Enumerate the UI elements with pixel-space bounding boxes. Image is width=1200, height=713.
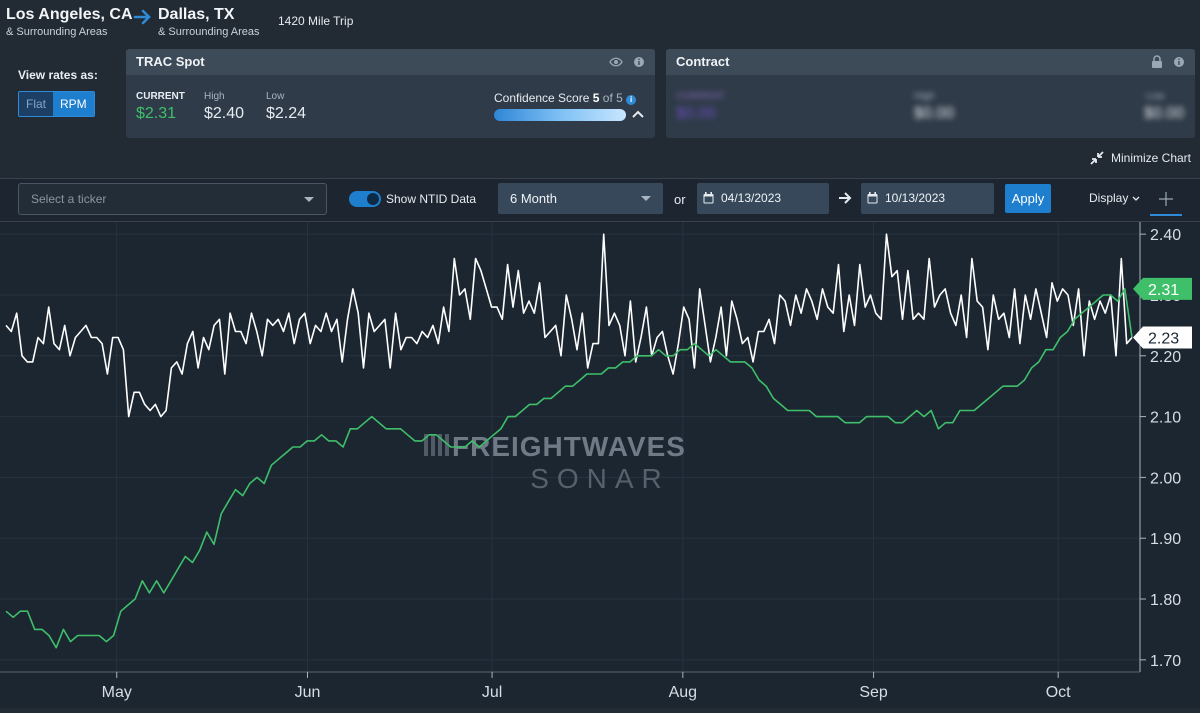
contract-current-value: $0.00: [676, 105, 717, 122]
end-date-value: 10/13/2023: [885, 191, 946, 205]
contract-title: Contract: [676, 54, 730, 69]
y-tick-label: 1.70: [1150, 653, 1181, 670]
y-tick-label: 2.10: [1150, 410, 1181, 427]
crosshair-icon: [1159, 192, 1173, 206]
contract-info-icon[interactable]: [1173, 49, 1185, 85]
end-date-input[interactable]: 10/13/2023: [861, 183, 994, 214]
y-tick-label: 2.00: [1150, 470, 1181, 487]
destination-city: Dallas, TX: [158, 6, 235, 23]
eye-icon[interactable]: [609, 49, 623, 85]
contract-current-label: CURRENT: [676, 91, 725, 102]
origin-subtitle: & Surrounding Areas: [6, 26, 108, 38]
period-chevron-icon: [641, 196, 651, 201]
chart-panel: FREIGHTWAVES SONAR 2.402.302.202.102.001…: [0, 222, 1200, 708]
rate-mode-toggle: Flat RPM: [18, 91, 95, 117]
info-icon[interactable]: [633, 49, 645, 85]
route-arrow-icon: [132, 6, 154, 34]
confidence-bar: [494, 109, 626, 121]
x-tick-label: Jun: [295, 684, 321, 701]
display-label: Display: [1089, 191, 1129, 205]
current-value: $2.31: [136, 105, 177, 122]
show-ntid-label: Show NTID Data: [386, 192, 477, 206]
ticker-select[interactable]: Select a ticker: [18, 183, 327, 215]
flat-option[interactable]: Flat: [19, 92, 54, 116]
apply-button[interactable]: Apply: [1005, 184, 1051, 213]
lock-icon: [1151, 49, 1163, 85]
high-label: High: [204, 91, 225, 102]
origin-city: Los Angeles, CA: [6, 6, 133, 23]
period-value: 6 Month: [510, 191, 557, 206]
minimize-chart-button[interactable]: Minimize Chart: [1089, 150, 1191, 166]
watermark-line1: FREIGHTWAVES: [452, 431, 686, 462]
trac-spot-header: TRAC Spot: [126, 49, 655, 75]
y-tick-label: 1.90: [1150, 531, 1181, 548]
contract-panel: Contract CURRENT $0.00 High $0.00 Low $0…: [666, 49, 1195, 138]
contract-high-value: $0.00: [914, 105, 955, 122]
contract-high-label: High: [914, 91, 935, 102]
rpm-option[interactable]: RPM: [53, 92, 94, 116]
chevron-down-icon: [304, 197, 314, 202]
minimize-arrows-icon: [1090, 151, 1104, 165]
contract-low-label: Low: [1146, 91, 1165, 102]
freightwaves-sonar-watermark: FREIGHTWAVES SONAR: [424, 431, 686, 494]
confidence-info-icon[interactable]: i: [626, 95, 637, 105]
low-value: $2.24: [266, 105, 307, 122]
y-tick-label: 2.40: [1150, 227, 1181, 244]
y-tick-label: 1.80: [1150, 592, 1181, 609]
show-ntid-toggle[interactable]: [349, 191, 381, 207]
spot-rate-line: [5, 233, 1133, 418]
period-select[interactable]: 6 Month: [498, 183, 663, 214]
current-label: CURRENT: [136, 91, 185, 102]
end-calendar-icon: [867, 192, 878, 204]
ticker-placeholder: Select a ticker: [31, 192, 107, 206]
low-label: Low: [266, 91, 285, 102]
confidence-label: Confidence Score: [494, 91, 590, 105]
x-tick-label: Aug: [669, 684, 697, 701]
ntid-line: [5, 288, 1133, 649]
spot-last-value-marker-label: 2.31: [1148, 282, 1179, 299]
contract-header: Contract: [666, 49, 1195, 75]
display-chevron-icon: [1132, 196, 1140, 201]
display-menu[interactable]: Display: [1089, 191, 1140, 205]
crosshair-tool[interactable]: [1150, 184, 1182, 216]
confidence-value: 5: [592, 91, 600, 105]
y-tick-label: 2.20: [1150, 349, 1181, 366]
trac-spot-title: TRAC Spot: [136, 54, 205, 69]
rate-chart[interactable]: FREIGHTWAVES SONAR 2.402.302.202.102.001…: [0, 222, 1200, 708]
date-range-arrow-icon: [838, 191, 852, 210]
x-tick-label: Oct: [1046, 684, 1071, 701]
start-date-input[interactable]: 04/13/2023: [697, 183, 829, 214]
ntid-last-value-marker: 2.23: [1133, 326, 1192, 349]
calendar-icon: [703, 192, 714, 204]
trip-distance: 1420 Mile Trip: [278, 14, 354, 28]
x-tick-label: Sep: [859, 684, 888, 701]
chevron-up-icon[interactable]: [632, 107, 644, 126]
x-tick-label: May: [102, 684, 132, 701]
contract-low-value: $0.00: [1144, 105, 1185, 122]
ntid-last-value-marker-label: 2.23: [1148, 331, 1179, 348]
minimize-chart-label: Minimize Chart: [1111, 151, 1192, 165]
x-tick-label: Jul: [482, 684, 502, 701]
confidence-of: of 5: [602, 91, 623, 105]
view-rates-label: View rates as:: [18, 68, 98, 82]
destination-subtitle: & Surrounding Areas: [158, 26, 260, 38]
spot-last-value-marker: 2.31: [1133, 277, 1192, 300]
watermark-line2: SONAR: [530, 463, 670, 494]
trac-spot-panel: TRAC Spot CURRENT $2.31 High $2.40 Low $…: [126, 49, 655, 138]
confidence-score: Confidence Score 5 of 5 i: [494, 91, 637, 105]
high-value: $2.40: [204, 105, 245, 122]
or-label: or: [674, 192, 686, 207]
start-date-value: 04/13/2023: [721, 191, 782, 205]
